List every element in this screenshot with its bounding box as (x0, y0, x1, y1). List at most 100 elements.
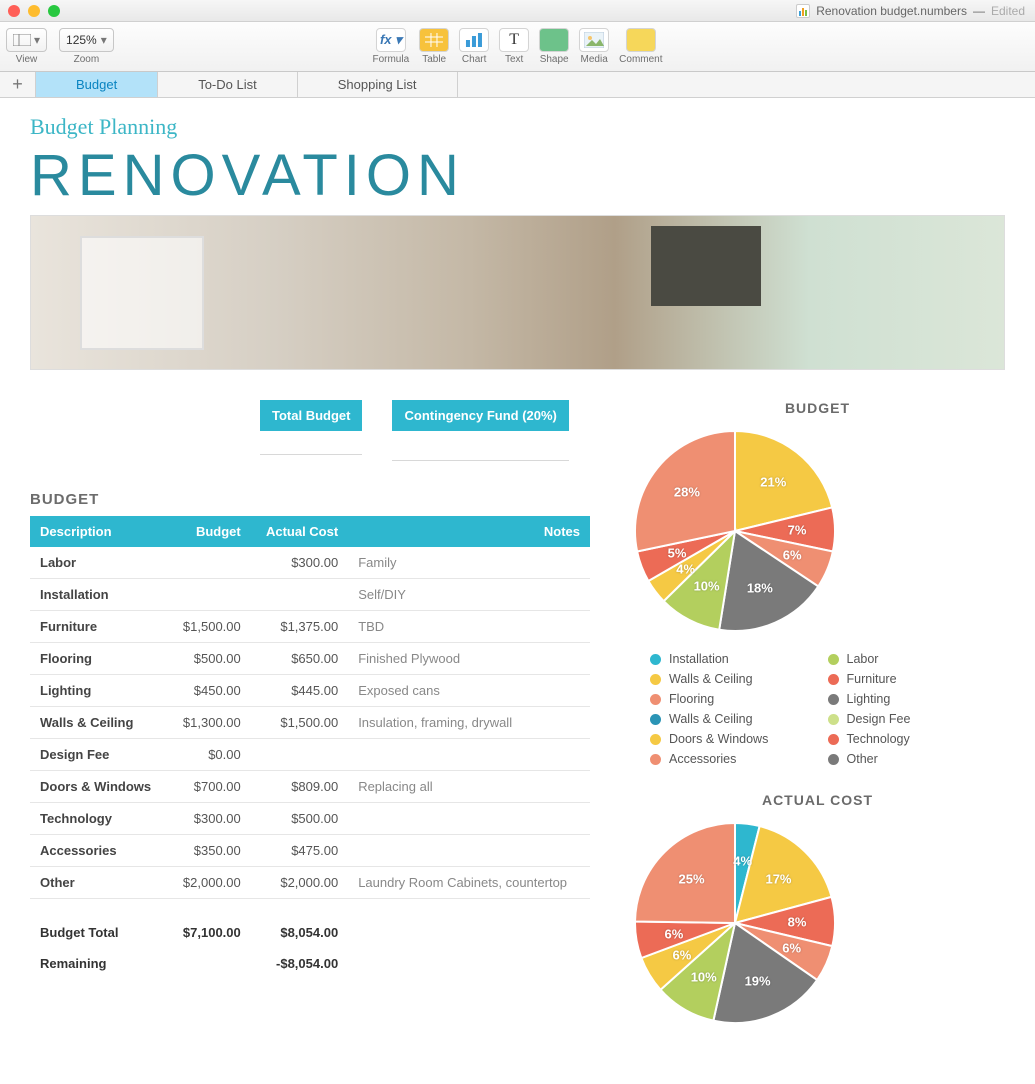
toolbar-item-shape[interactable]: Shape (539, 28, 569, 65)
table-row[interactable]: Other$2,000.00$2,000.00Laundry Room Cabi… (30, 867, 590, 899)
table-row[interactable]: Furniture$1,500.00$1,375.00TBD (30, 611, 590, 643)
legend-item: Doors & Windows (650, 732, 808, 746)
table-row[interactable]: Doors & Windows$700.00$809.00Replacing a… (30, 771, 590, 803)
view-button[interactable]: ▾ (6, 28, 47, 52)
pie-slice-label: 4% (676, 561, 695, 576)
budget-chart-title: BUDGET (630, 400, 1005, 416)
media-icon (579, 28, 609, 52)
legend-item: Technology (828, 732, 986, 746)
table-header: Budget (169, 516, 251, 547)
document-canvas: Budget Planning RENOVATION Total Budget … (0, 98, 1035, 1084)
pie-slice-label: 10% (691, 969, 717, 984)
table-row[interactable]: Technology$300.00$500.00 (30, 803, 590, 835)
zoom-value: 125% (66, 33, 97, 47)
pie-slice-label: 6% (782, 941, 801, 956)
sheet-tab-to-do-list[interactable]: To-Do List (158, 72, 298, 97)
pie-slice-label: 8% (788, 915, 807, 930)
window-titlebar: Renovation budget.numbers — Edited (0, 0, 1035, 22)
pie-slice-label: 6% (664, 926, 683, 941)
table-row[interactable]: Lighting$450.00$445.00Exposed cans (30, 675, 590, 707)
add-sheet-button[interactable]: + (0, 72, 36, 97)
legend-item: Accessories (650, 752, 808, 766)
table-row[interactable]: Flooring$500.00$650.00Finished Plywood (30, 643, 590, 675)
sheet-tab-shopping-list[interactable]: Shopping List (298, 72, 458, 97)
toolbar-label: Text (505, 54, 523, 65)
toolbar-label: Comment (619, 54, 662, 65)
actual-chart-title: ACTUAL COST (630, 792, 1005, 808)
minimize-window-button[interactable] (28, 5, 40, 17)
zoom-label: Zoom (74, 54, 100, 65)
legend-item: Walls & Ceiling (650, 712, 808, 726)
zoom-button[interactable]: 125% ▾ (59, 28, 114, 52)
toolbar-center: fx ▾ Formula Table Chart T Text Shape Media Comm… (372, 28, 662, 65)
numbers-doc-icon (796, 4, 810, 18)
table-total-row: Remaining-$8,054.00 (30, 948, 590, 979)
sheet-tabs: + BudgetTo-Do ListShopping List (0, 72, 1035, 98)
toolbar-label: Media (581, 54, 608, 65)
legend-item: Walls & Ceiling (650, 672, 808, 686)
toolbar-label: Shape (540, 54, 569, 65)
page-subtitle: Budget Planning (30, 114, 1005, 140)
toolbar-label: Chart (462, 54, 486, 65)
table-row[interactable]: Walls & Ceiling$1,300.00$1,500.00Insulat… (30, 707, 590, 739)
legend-item: Lighting (828, 692, 986, 706)
chart-icon (459, 28, 489, 52)
pie-slice-label: 28% (674, 484, 700, 499)
legend-item: Installation (650, 652, 808, 666)
toolbar-item-text[interactable]: T Text (499, 28, 529, 65)
pie-slice-label: 10% (694, 579, 720, 594)
document-title: Renovation budget.numbers — Edited (796, 4, 1025, 18)
table-row[interactable]: Accessories$350.00$475.00 (30, 835, 590, 867)
text-icon: T (499, 28, 529, 52)
total-budget-chip[interactable]: Total Budget (260, 400, 362, 431)
sheet-tab-budget[interactable]: Budget (36, 72, 158, 97)
toolbar-item-chart[interactable]: Chart (459, 28, 489, 65)
pie-slice-label: 6% (673, 948, 692, 963)
toolbar: ▾ View 125% ▾ Zoom fx ▾ Formula Table Chart… (0, 22, 1035, 72)
close-window-button[interactable] (8, 5, 20, 17)
pie-slice-label: 5% (668, 546, 687, 561)
toolbar-label: Formula (372, 54, 409, 65)
chart-legend: InstallationLaborWalls & CeilingFurnitur… (630, 652, 1005, 766)
legend-item: Other (828, 752, 986, 766)
table-icon (419, 28, 449, 52)
left-column: Total Budget Contingency Fund (20%) BUDG… (30, 400, 590, 1044)
page-title: RENOVATION (30, 142, 1005, 209)
toolbar-item-table[interactable]: Table (419, 28, 449, 65)
legend-item: Labor (828, 652, 986, 666)
formula-icon: fx ▾ (376, 28, 406, 52)
pie-slice-label: 7% (788, 523, 807, 538)
table-header: Notes (348, 516, 590, 547)
hero-image (30, 215, 1005, 370)
contingency-chip[interactable]: Contingency Fund (20%) (392, 400, 568, 431)
budget-table[interactable]: DescriptionBudgetActual CostNotes Labor$… (30, 516, 590, 979)
pie-slice-label: 17% (765, 871, 791, 886)
table-total-row: Budget Total$7,100.00$8,054.00 (30, 917, 590, 948)
toolbar-item-comment[interactable]: Comment (619, 28, 662, 65)
budget-pie-chart: 21%7%6%18%10%4%5%28% (630, 426, 840, 636)
actual-pie-chart: 4%17%8%6%19%10%6%6%25% (630, 818, 840, 1028)
legend-item: Flooring (650, 692, 808, 706)
pie-slice-label: 19% (745, 973, 771, 988)
table-row[interactable]: Labor$300.00Family (30, 547, 590, 579)
table-header: Description (30, 516, 169, 547)
shape-icon (539, 28, 569, 52)
legend-item: Design Fee (828, 712, 986, 726)
comment-icon (626, 28, 656, 52)
table-row[interactable]: InstallationSelf/DIY (30, 579, 590, 611)
toolbar-item-media[interactable]: Media (579, 28, 609, 65)
budget-section-title: BUDGET (30, 491, 590, 508)
document-edited-label: Edited (991, 4, 1025, 18)
zoom-group: 125% ▾ Zoom (59, 28, 114, 65)
traffic-lights (8, 5, 60, 17)
table-row[interactable]: Design Fee$0.00 (30, 739, 590, 771)
toolbar-label: Table (422, 54, 446, 65)
pie-slice-label: 25% (678, 871, 704, 886)
toolbar-item-formula[interactable]: fx ▾ Formula (372, 28, 409, 65)
pie-slice-label: 6% (783, 547, 802, 562)
right-column: BUDGET 21%7%6%18%10%4%5%28% Installation… (630, 400, 1005, 1044)
fullscreen-window-button[interactable] (48, 5, 60, 17)
pie-slice-label: 21% (760, 475, 786, 490)
view-label: View (16, 54, 38, 65)
table-header: Actual Cost (251, 516, 348, 547)
